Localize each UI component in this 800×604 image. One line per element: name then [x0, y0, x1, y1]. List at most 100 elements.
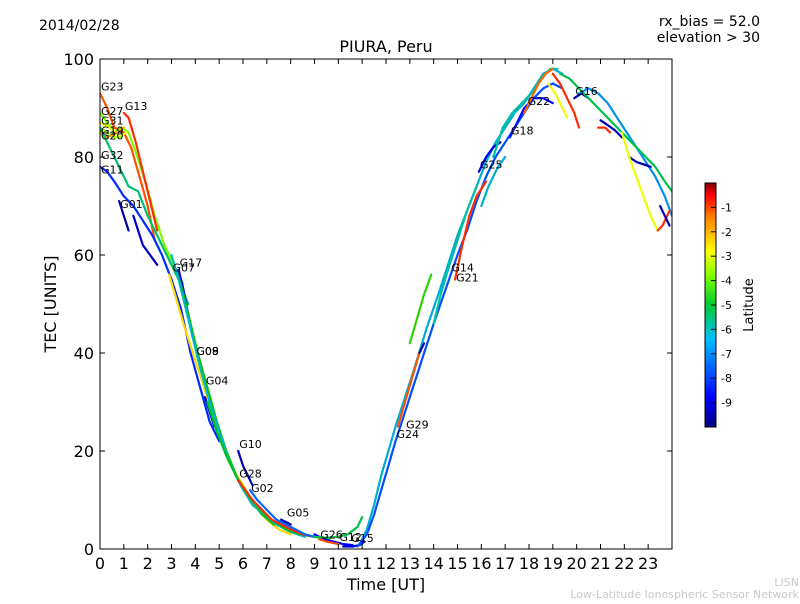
series-label-g01: G01 [120, 198, 143, 211]
plot-lines [100, 67, 672, 548]
series-line-g09 [170, 253, 307, 538]
x-tick-label: 22 [614, 554, 634, 573]
series-label-g28: G28 [239, 467, 262, 480]
series-line-g10 [237, 449, 254, 487]
x-tick-label: 15 [447, 554, 467, 573]
series-label-g17: G17 [180, 257, 203, 270]
colorbar-tick-label: -7 [721, 348, 732, 361]
colorbar-ticks: -1 -2 -3 -4 -5 -6 -7 -8 -9 [711, 201, 732, 410]
series-line-g29 [358, 67, 564, 546]
series-label-g19: G19 [101, 124, 124, 137]
x-tick-label: 12 [376, 554, 396, 573]
x-tick-label: 16 [471, 554, 491, 573]
series-line-g32 [100, 126, 190, 306]
series-line-g12 [313, 516, 364, 539]
series-line-g05 [280, 518, 292, 526]
series-label-g24: G24 [397, 428, 420, 441]
x-tick-label: 5 [214, 554, 224, 573]
y-tick-label: 0 [84, 540, 94, 559]
colorbar-tick-label: -1 [721, 201, 732, 214]
series-line-g22 [523, 67, 554, 114]
series-line-g01 [118, 200, 130, 232]
x-tick-label: 10 [328, 554, 348, 573]
x-tick-label: 3 [166, 554, 176, 573]
series-line-g16 [577, 87, 672, 217]
date-label: 2014/02/28 [39, 18, 120, 34]
series-line-g13 [122, 111, 159, 232]
series-label-g10: G10 [239, 438, 262, 451]
series-line-g24 [356, 82, 564, 548]
y-axis: 0 20 40 60 80 100 [63, 50, 672, 559]
series-line-g11 [100, 165, 221, 443]
series-label-g05: G05 [287, 507, 310, 520]
colorbar-tick-label: -5 [721, 299, 732, 312]
series-line-g26 [318, 538, 340, 546]
colorbar-tick-label: -6 [721, 323, 732, 336]
series-label-g31: G31 [101, 115, 124, 128]
x-tick-label: 11 [352, 554, 372, 573]
x-tick-label: 19 [543, 554, 563, 573]
chart-title: PIURA, Peru [339, 37, 432, 56]
series-label-g20: G20 [101, 129, 124, 142]
series-line-g21 [396, 351, 421, 428]
series-label-g04: G04 [206, 374, 229, 387]
x-tick-label: 13 [400, 554, 420, 573]
series-label-g32: G32 [101, 149, 124, 162]
series-label-g23: G23 [101, 80, 124, 93]
x-tick-label: 21 [590, 554, 610, 573]
series-label-g25: G25 [480, 159, 503, 172]
y-tick-label: 40 [74, 344, 94, 363]
x-tick-label: 17 [495, 554, 515, 573]
series-line [659, 204, 671, 227]
y-tick-label: 100 [63, 50, 94, 69]
x-tick-label: 0 [95, 554, 105, 573]
series-line-g14 [408, 273, 433, 345]
x-tick-label: 6 [238, 554, 248, 573]
series-label-g12: G12 [339, 531, 362, 544]
series-line [597, 126, 612, 134]
y-tick-label: 80 [74, 148, 94, 167]
series-line [599, 119, 623, 139]
series-line [558, 72, 672, 193]
series-label-g11: G11 [101, 164, 124, 177]
series-label-g15: G15 [351, 532, 374, 545]
series-line-g31 [100, 121, 128, 139]
series-label-g21: G21 [456, 271, 479, 284]
colorbar-label: Latitude [742, 278, 757, 332]
x-tick-label: 4 [190, 554, 200, 573]
y-tick-label: 60 [74, 246, 94, 265]
series-label-g07: G07 [173, 262, 196, 275]
x-tick-label: 20 [566, 554, 586, 573]
series-line-g15 [342, 540, 366, 548]
series-label-g16: G16 [575, 85, 598, 98]
series-label-g22: G22 [528, 95, 551, 108]
x-tick-label: 1 [119, 554, 129, 573]
x-tick-label: 9 [309, 554, 319, 573]
series-line-g31 [480, 155, 507, 208]
series-label-g08: G08 [196, 345, 219, 358]
series-line [628, 155, 652, 168]
series-label-g27: G27 [101, 105, 124, 118]
series-label-g09: G09 [196, 345, 219, 358]
series-label-g18: G18 [511, 124, 534, 137]
colorbar-tick-label: -3 [721, 250, 732, 263]
footer-lisn: LISN [774, 576, 799, 589]
series-line-g22 [547, 82, 569, 119]
series-line-g02 [249, 489, 316, 538]
series-line-g01 [132, 214, 159, 266]
series-line [620, 131, 659, 232]
x-tick-label: 2 [143, 554, 153, 573]
series-line-g21 [418, 342, 426, 355]
x-tick-label: 23 [638, 554, 658, 573]
series-line [656, 209, 671, 232]
series-label-g14: G14 [451, 262, 474, 275]
x-tick-label: 8 [286, 554, 296, 573]
series-line-g28 [237, 479, 316, 538]
x-tick-label: 7 [262, 554, 272, 573]
series-label-g02: G02 [251, 482, 274, 495]
colorbar-tick-label: -9 [721, 397, 732, 410]
x-axis: 0 1 2 3 4 5 6 7 8 9 10 11 12 13 14 15 16 17 18 19 20 21 22 23 [95, 59, 658, 573]
colorbar: -1 -2 -3 -4 -5 -6 -7 -8 -9 Latitude [704, 182, 757, 428]
series-line-g14 [432, 185, 478, 325]
